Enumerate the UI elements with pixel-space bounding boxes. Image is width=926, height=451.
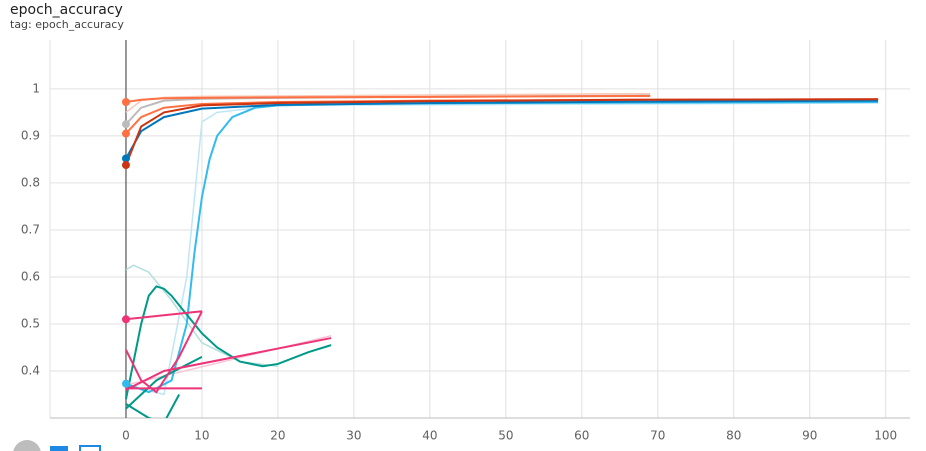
series-line	[125, 394, 181, 418]
series-line	[125, 310, 203, 321]
series-line	[125, 310, 203, 394]
lines	[124, 92, 879, 418]
x-tick-label: 40	[422, 429, 437, 443]
x-tick-label: 70	[650, 429, 665, 443]
start-marker	[121, 161, 130, 170]
y-tick-label: 0.4	[21, 363, 40, 377]
start-marker	[121, 154, 130, 163]
x-tick-label: 100	[874, 429, 897, 443]
series-line	[125, 92, 651, 113]
start-marker	[121, 379, 130, 388]
x-tick-label: 20	[270, 429, 285, 443]
x-tick-label: 80	[726, 429, 741, 443]
series-line	[125, 102, 879, 396]
chart-title: epoch_accuracy	[10, 2, 123, 18]
start-marker	[121, 315, 130, 324]
y-tick-label: 0.7	[21, 222, 40, 236]
icon[interactable]	[50, 446, 68, 451]
y-tick-label: 1	[32, 81, 40, 95]
chart-subtitle: tag: epoch_accuracy	[10, 18, 124, 31]
x-tick-label: 50	[498, 429, 513, 443]
y-tick-label: 0.9	[21, 128, 40, 142]
series-line	[124, 285, 332, 400]
series-line	[125, 355, 203, 410]
series-line	[125, 337, 332, 391]
start-marker	[121, 129, 130, 138]
y-tick-label: 0.6	[21, 269, 40, 283]
series-line	[125, 99, 879, 159]
start-marker	[121, 120, 130, 129]
series-line	[125, 94, 651, 104]
x-tick-label: 0	[122, 429, 130, 443]
series-line	[125, 98, 879, 166]
icon[interactable]	[79, 445, 101, 451]
x-tick-label: 60	[574, 429, 589, 443]
y-tick-label: 0.5	[21, 316, 40, 330]
y-tick-label: 0.8	[21, 175, 40, 189]
start-marker	[121, 98, 130, 107]
icon[interactable]	[13, 440, 41, 451]
series-line	[125, 101, 879, 394]
x-tick-label: 10	[194, 429, 209, 443]
x-tick-label: 90	[802, 429, 817, 443]
x-tick-label: 30	[346, 429, 361, 443]
